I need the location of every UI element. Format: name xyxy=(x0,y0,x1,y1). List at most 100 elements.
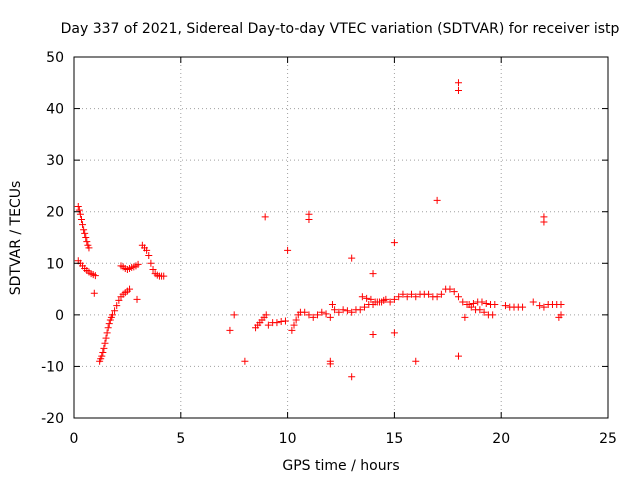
data-point xyxy=(459,298,467,306)
data-point xyxy=(363,294,371,302)
y-axis-label: SDTVAR / TECUs xyxy=(8,181,24,296)
data-point xyxy=(446,285,454,293)
data-point xyxy=(82,234,90,241)
x-tick-label: 20 xyxy=(492,431,510,447)
data-point xyxy=(425,290,433,298)
data-point xyxy=(403,293,411,301)
data-point xyxy=(309,313,317,321)
series-arc-8 xyxy=(356,290,437,314)
data-point xyxy=(104,324,112,332)
data-point xyxy=(90,289,98,297)
data-point xyxy=(134,260,142,268)
data-point xyxy=(85,244,93,252)
x-tick-label: 5 xyxy=(176,431,185,447)
data-point xyxy=(262,311,270,319)
data-point xyxy=(557,311,565,319)
data-point xyxy=(74,203,82,211)
data-point xyxy=(113,302,121,310)
x-tick-label: 0 xyxy=(70,431,79,447)
data-point xyxy=(230,311,238,319)
series-arc-5 xyxy=(138,241,168,280)
data-point xyxy=(98,352,106,360)
data-point xyxy=(288,326,296,334)
y-tick-label: 20 xyxy=(46,205,64,221)
series-arc-6 xyxy=(252,311,289,332)
data-point xyxy=(292,316,300,324)
data-point xyxy=(540,218,548,226)
data-point xyxy=(412,357,420,365)
data-point xyxy=(326,360,334,368)
data-point xyxy=(480,308,488,316)
data-point xyxy=(331,306,339,314)
series-isolated-late xyxy=(284,79,565,381)
data-point xyxy=(322,310,330,318)
data-point xyxy=(101,339,109,347)
data-point xyxy=(399,290,407,298)
data-point xyxy=(501,302,509,310)
data-point xyxy=(519,303,527,311)
data-point xyxy=(380,296,388,304)
data-point xyxy=(390,295,398,303)
data-point xyxy=(369,270,377,278)
data-point xyxy=(489,311,497,319)
data-point xyxy=(358,293,366,301)
data-point xyxy=(147,259,155,267)
data-point xyxy=(469,300,477,308)
data-points xyxy=(74,79,565,381)
y-tick-label: 10 xyxy=(46,256,64,272)
data-point xyxy=(105,320,113,328)
x-tick-label: 25 xyxy=(599,431,617,447)
y-tick-label: -20 xyxy=(41,411,64,427)
data-point xyxy=(375,298,383,306)
y-tick-labels: -20 -10 0 10 20 30 40 50 xyxy=(41,50,64,427)
data-point xyxy=(395,293,403,301)
data-point xyxy=(115,296,123,304)
series-arc-10 xyxy=(433,285,497,319)
data-point xyxy=(367,295,375,303)
data-point xyxy=(126,285,134,293)
data-point xyxy=(390,239,398,247)
data-point xyxy=(348,254,356,262)
data-point xyxy=(433,196,441,204)
data-point xyxy=(343,307,351,315)
data-point xyxy=(226,326,234,334)
chart-title: Day 337 of 2021, Sidereal Day-to-day VTE… xyxy=(61,21,620,37)
data-point xyxy=(478,298,486,306)
data-point xyxy=(326,313,334,321)
x-tick-label: 15 xyxy=(385,431,403,447)
data-point xyxy=(77,215,85,223)
data-point xyxy=(339,306,347,314)
data-point xyxy=(149,265,157,273)
x-tick-labels: 0 5 10 15 20 25 xyxy=(70,431,617,447)
data-point xyxy=(79,221,87,229)
grid xyxy=(74,57,608,418)
series-arc-12 xyxy=(501,298,565,311)
data-point xyxy=(103,329,111,337)
data-point xyxy=(81,229,89,237)
data-point xyxy=(108,311,116,319)
data-point xyxy=(386,298,394,306)
y-tick-label: 0 xyxy=(55,308,64,324)
data-point xyxy=(133,295,141,303)
data-point xyxy=(360,303,368,311)
data-point xyxy=(75,206,83,214)
data-point xyxy=(314,311,322,319)
data-point xyxy=(91,272,99,280)
data-point xyxy=(465,301,473,309)
data-point xyxy=(407,290,415,298)
y-tick-label: -10 xyxy=(41,359,64,375)
data-point xyxy=(348,373,356,381)
data-point xyxy=(102,334,110,342)
data-point xyxy=(335,308,343,316)
data-point xyxy=(76,210,84,218)
data-point xyxy=(412,293,420,301)
x-tick-label: 10 xyxy=(279,431,297,447)
data-point xyxy=(482,300,490,308)
series-arc-1 xyxy=(74,203,93,252)
data-point xyxy=(261,213,269,221)
data-point xyxy=(305,311,313,319)
data-point xyxy=(348,308,356,316)
y-tick-label: 40 xyxy=(46,102,64,118)
data-point xyxy=(390,329,398,337)
